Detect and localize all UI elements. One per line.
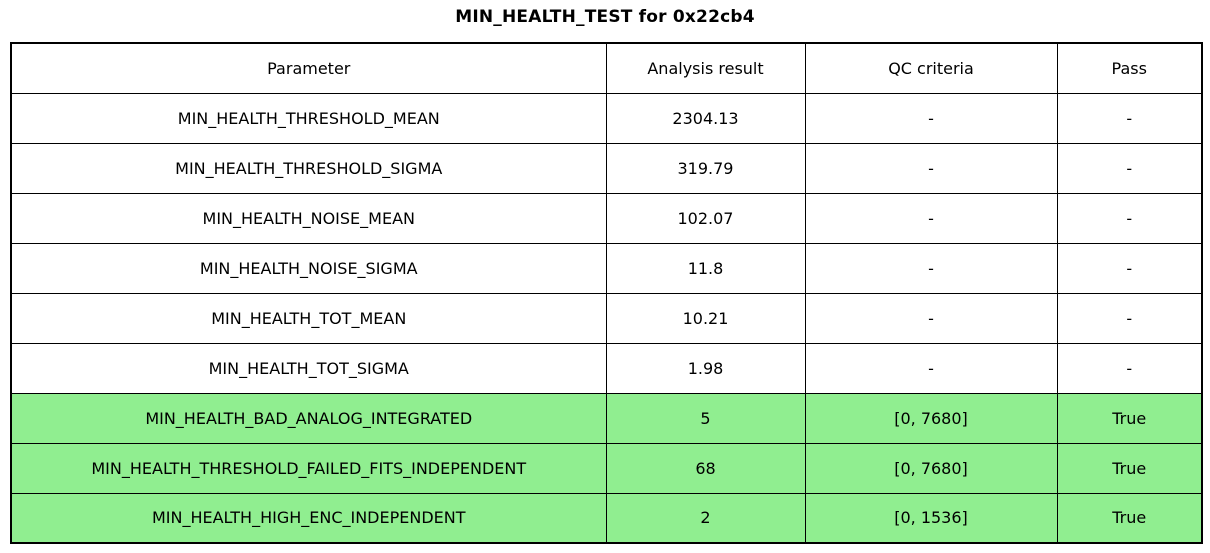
cell-parameter: MIN_HEALTH_TOT_MEAN — [10, 292, 607, 344]
cell-analysis-result: 1.98 — [605, 342, 806, 394]
table-row: MIN_HEALTH_THRESHOLD_MEAN 2304.13- - — [10, 92, 1203, 144]
cell-analysis-result: 11.8 — [605, 242, 806, 294]
cell-qc-criteria: - — [804, 292, 1058, 344]
table-row: MIN_HEALTH_NOISE_SIGMA 11.8- - — [10, 242, 1203, 294]
cell-parameter: MIN_HEALTH_TOT_SIGMA — [10, 342, 607, 394]
table-row: MIN_HEALTH_THRESHOLD_FAILED_FITS_INDEPEN… — [10, 442, 1203, 494]
cell-qc-criteria: [0, 7680] — [804, 392, 1058, 444]
cell-pass: - — [1056, 292, 1203, 344]
cell-pass: True — [1056, 492, 1203, 544]
cell-pass: True — [1056, 442, 1203, 494]
table-row: MIN_HEALTH_HIGH_ENC_INDEPENDENT 2 [0, 1536… — [10, 492, 1203, 544]
cell-pass: True — [1056, 392, 1203, 444]
cell-analysis-result: 5 — [605, 392, 806, 444]
table-row: MIN_HEALTH_THRESHOLD_SIGMA 319.79- - — [10, 142, 1203, 194]
column-header-qc-criteria: QC criteria — [804, 42, 1058, 94]
cell-parameter: MIN_HEALTH_BAD_ANALOG_INTEGRATED — [10, 392, 607, 444]
cell-parameter: MIN_HEALTH_THRESHOLD_FAILED_FITS_INDEPEN… — [10, 442, 607, 494]
cell-pass: - — [1056, 342, 1203, 394]
cell-qc-criteria: [0, 7680] — [804, 442, 1058, 494]
cell-pass: - — [1056, 242, 1203, 294]
column-header-parameter: Parameter — [10, 42, 607, 94]
header-row: Parameter Analysis result QC criteria Pa… — [10, 42, 1203, 94]
cell-qc-criteria: [0, 1536] — [804, 492, 1058, 544]
cell-pass: - — [1056, 142, 1203, 194]
cell-pass: - — [1056, 92, 1203, 144]
cell-analysis-result: 10.21 — [605, 292, 806, 344]
cell-qc-criteria: - — [804, 92, 1058, 144]
cell-analysis-result: 68 — [605, 442, 806, 494]
table-row: MIN_HEALTH_TOT_SIGMA 1.98- - — [10, 342, 1203, 394]
table-row: MIN_HEALTH_BAD_ANALOG_INTEGRATED 5 [0, 768… — [10, 392, 1203, 444]
cell-parameter: MIN_HEALTH_THRESHOLD_SIGMA — [10, 142, 607, 194]
cell-qc-criteria: - — [804, 142, 1058, 194]
cell-qc-criteria: - — [804, 342, 1058, 394]
page-title: MIN_HEALTH_TEST for 0x22cb4 — [455, 7, 755, 27]
cell-pass: - — [1056, 192, 1203, 244]
cell-parameter: MIN_HEALTH_HIGH_ENC_INDEPENDENT — [10, 492, 607, 544]
table-row: MIN_HEALTH_NOISE_MEAN 102.07- - — [10, 192, 1203, 244]
column-header-analysis-result: Analysis result — [605, 42, 806, 94]
cell-parameter: MIN_HEALTH_THRESHOLD_MEAN — [10, 92, 607, 144]
cell-analysis-result: 2304.13 — [605, 92, 806, 144]
cell-parameter: MIN_HEALTH_NOISE_MEAN — [10, 192, 607, 244]
cell-parameter: MIN_HEALTH_NOISE_SIGMA — [10, 242, 607, 294]
qc-results-table: Parameter Analysis result QC criteria Pa… — [10, 42, 1203, 544]
table-row: MIN_HEALTH_TOT_MEAN 10.21- - — [10, 292, 1203, 344]
column-header-pass: Pass — [1056, 42, 1203, 94]
cell-analysis-result: 102.07 — [605, 192, 806, 244]
cell-qc-criteria: - — [804, 192, 1058, 244]
table-body: MIN_HEALTH_THRESHOLD_MEAN 2304.13- - MIN_HE… — [10, 92, 1203, 544]
cell-analysis-result: 319.79 — [605, 142, 806, 194]
cell-analysis-result: 2 — [605, 492, 806, 544]
cell-qc-criteria: - — [804, 242, 1058, 294]
